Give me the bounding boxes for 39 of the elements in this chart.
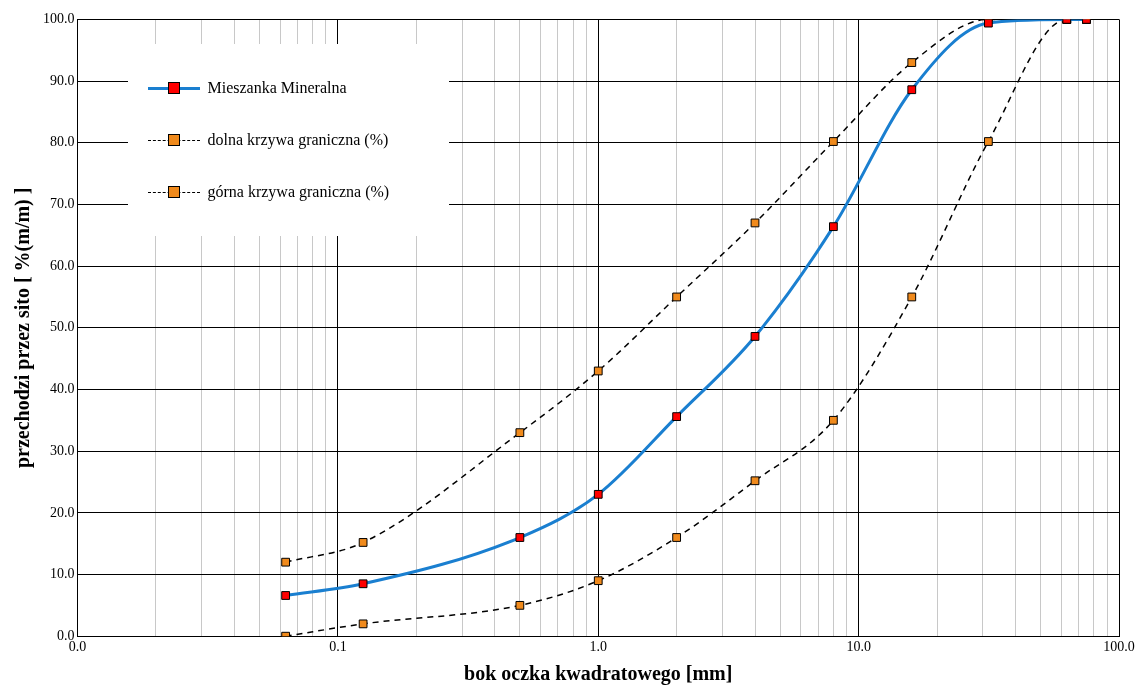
x-tick-label: 0.1 xyxy=(329,639,347,655)
point xyxy=(907,292,917,302)
point xyxy=(515,600,525,610)
point xyxy=(672,533,682,542)
legend-label: dolna krzywa graniczna (%) xyxy=(207,131,389,150)
x-tick-label: 1.0 xyxy=(589,639,607,655)
x-tick-label: 10.0 xyxy=(846,639,871,655)
point xyxy=(515,428,525,438)
point xyxy=(515,533,525,542)
x-axis-title: bok oczka kwadratowego [mm] xyxy=(464,662,733,686)
point xyxy=(750,476,760,486)
x-tick-label: 100.0 xyxy=(1103,639,1135,655)
y-tick-label: 80.0 xyxy=(50,134,75,150)
y-tick-label: 30.0 xyxy=(50,442,75,458)
y-tick-label: 90.0 xyxy=(50,72,75,88)
point xyxy=(983,137,993,146)
point xyxy=(829,222,838,232)
point xyxy=(907,58,917,67)
y-tick-label: 50.0 xyxy=(50,319,75,335)
y-tick-label: 60.0 xyxy=(50,257,75,273)
y-tick-label: 20.0 xyxy=(50,504,75,520)
y-tick-label: 40.0 xyxy=(50,381,75,397)
legend-label: górna krzywa graniczna (%) xyxy=(207,183,390,202)
point xyxy=(829,415,838,425)
y-tick-label: 100.0 xyxy=(43,11,75,27)
point xyxy=(750,332,760,341)
point xyxy=(593,366,603,376)
point xyxy=(907,85,917,95)
y-tick-label: 70.0 xyxy=(50,196,75,212)
point xyxy=(829,137,838,146)
point xyxy=(593,489,603,499)
legend-label: Mieszanka Mineralna xyxy=(207,79,347,98)
point xyxy=(983,19,993,28)
point xyxy=(593,576,603,586)
point xyxy=(672,412,682,422)
point xyxy=(672,292,682,302)
point xyxy=(750,218,760,228)
y-tick-label: 10.0 xyxy=(50,566,75,582)
y-axis-title: przechodzi przez sito [ %(m/m) ] xyxy=(11,187,35,469)
